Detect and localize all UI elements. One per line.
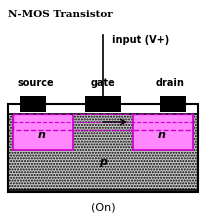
Bar	[8, 104, 198, 114]
Bar	[133, 114, 193, 150]
Text: gate: gate	[91, 78, 115, 88]
Bar	[13, 114, 73, 150]
Text: n: n	[158, 130, 166, 140]
Text: drain: drain	[156, 78, 184, 88]
Text: n: n	[38, 130, 46, 140]
Bar	[8, 104, 198, 192]
Bar	[8, 112, 198, 190]
Text: N-MOS Transistor: N-MOS Transistor	[8, 10, 113, 19]
Bar	[20, 96, 46, 112]
Text: p: p	[99, 157, 107, 167]
Bar	[13, 114, 193, 130]
Bar	[8, 104, 198, 114]
Text: source: source	[18, 78, 54, 88]
Bar	[85, 96, 121, 112]
Text: input (V+): input (V+)	[112, 35, 169, 45]
Text: (On): (On)	[91, 203, 115, 213]
Bar	[160, 96, 186, 112]
